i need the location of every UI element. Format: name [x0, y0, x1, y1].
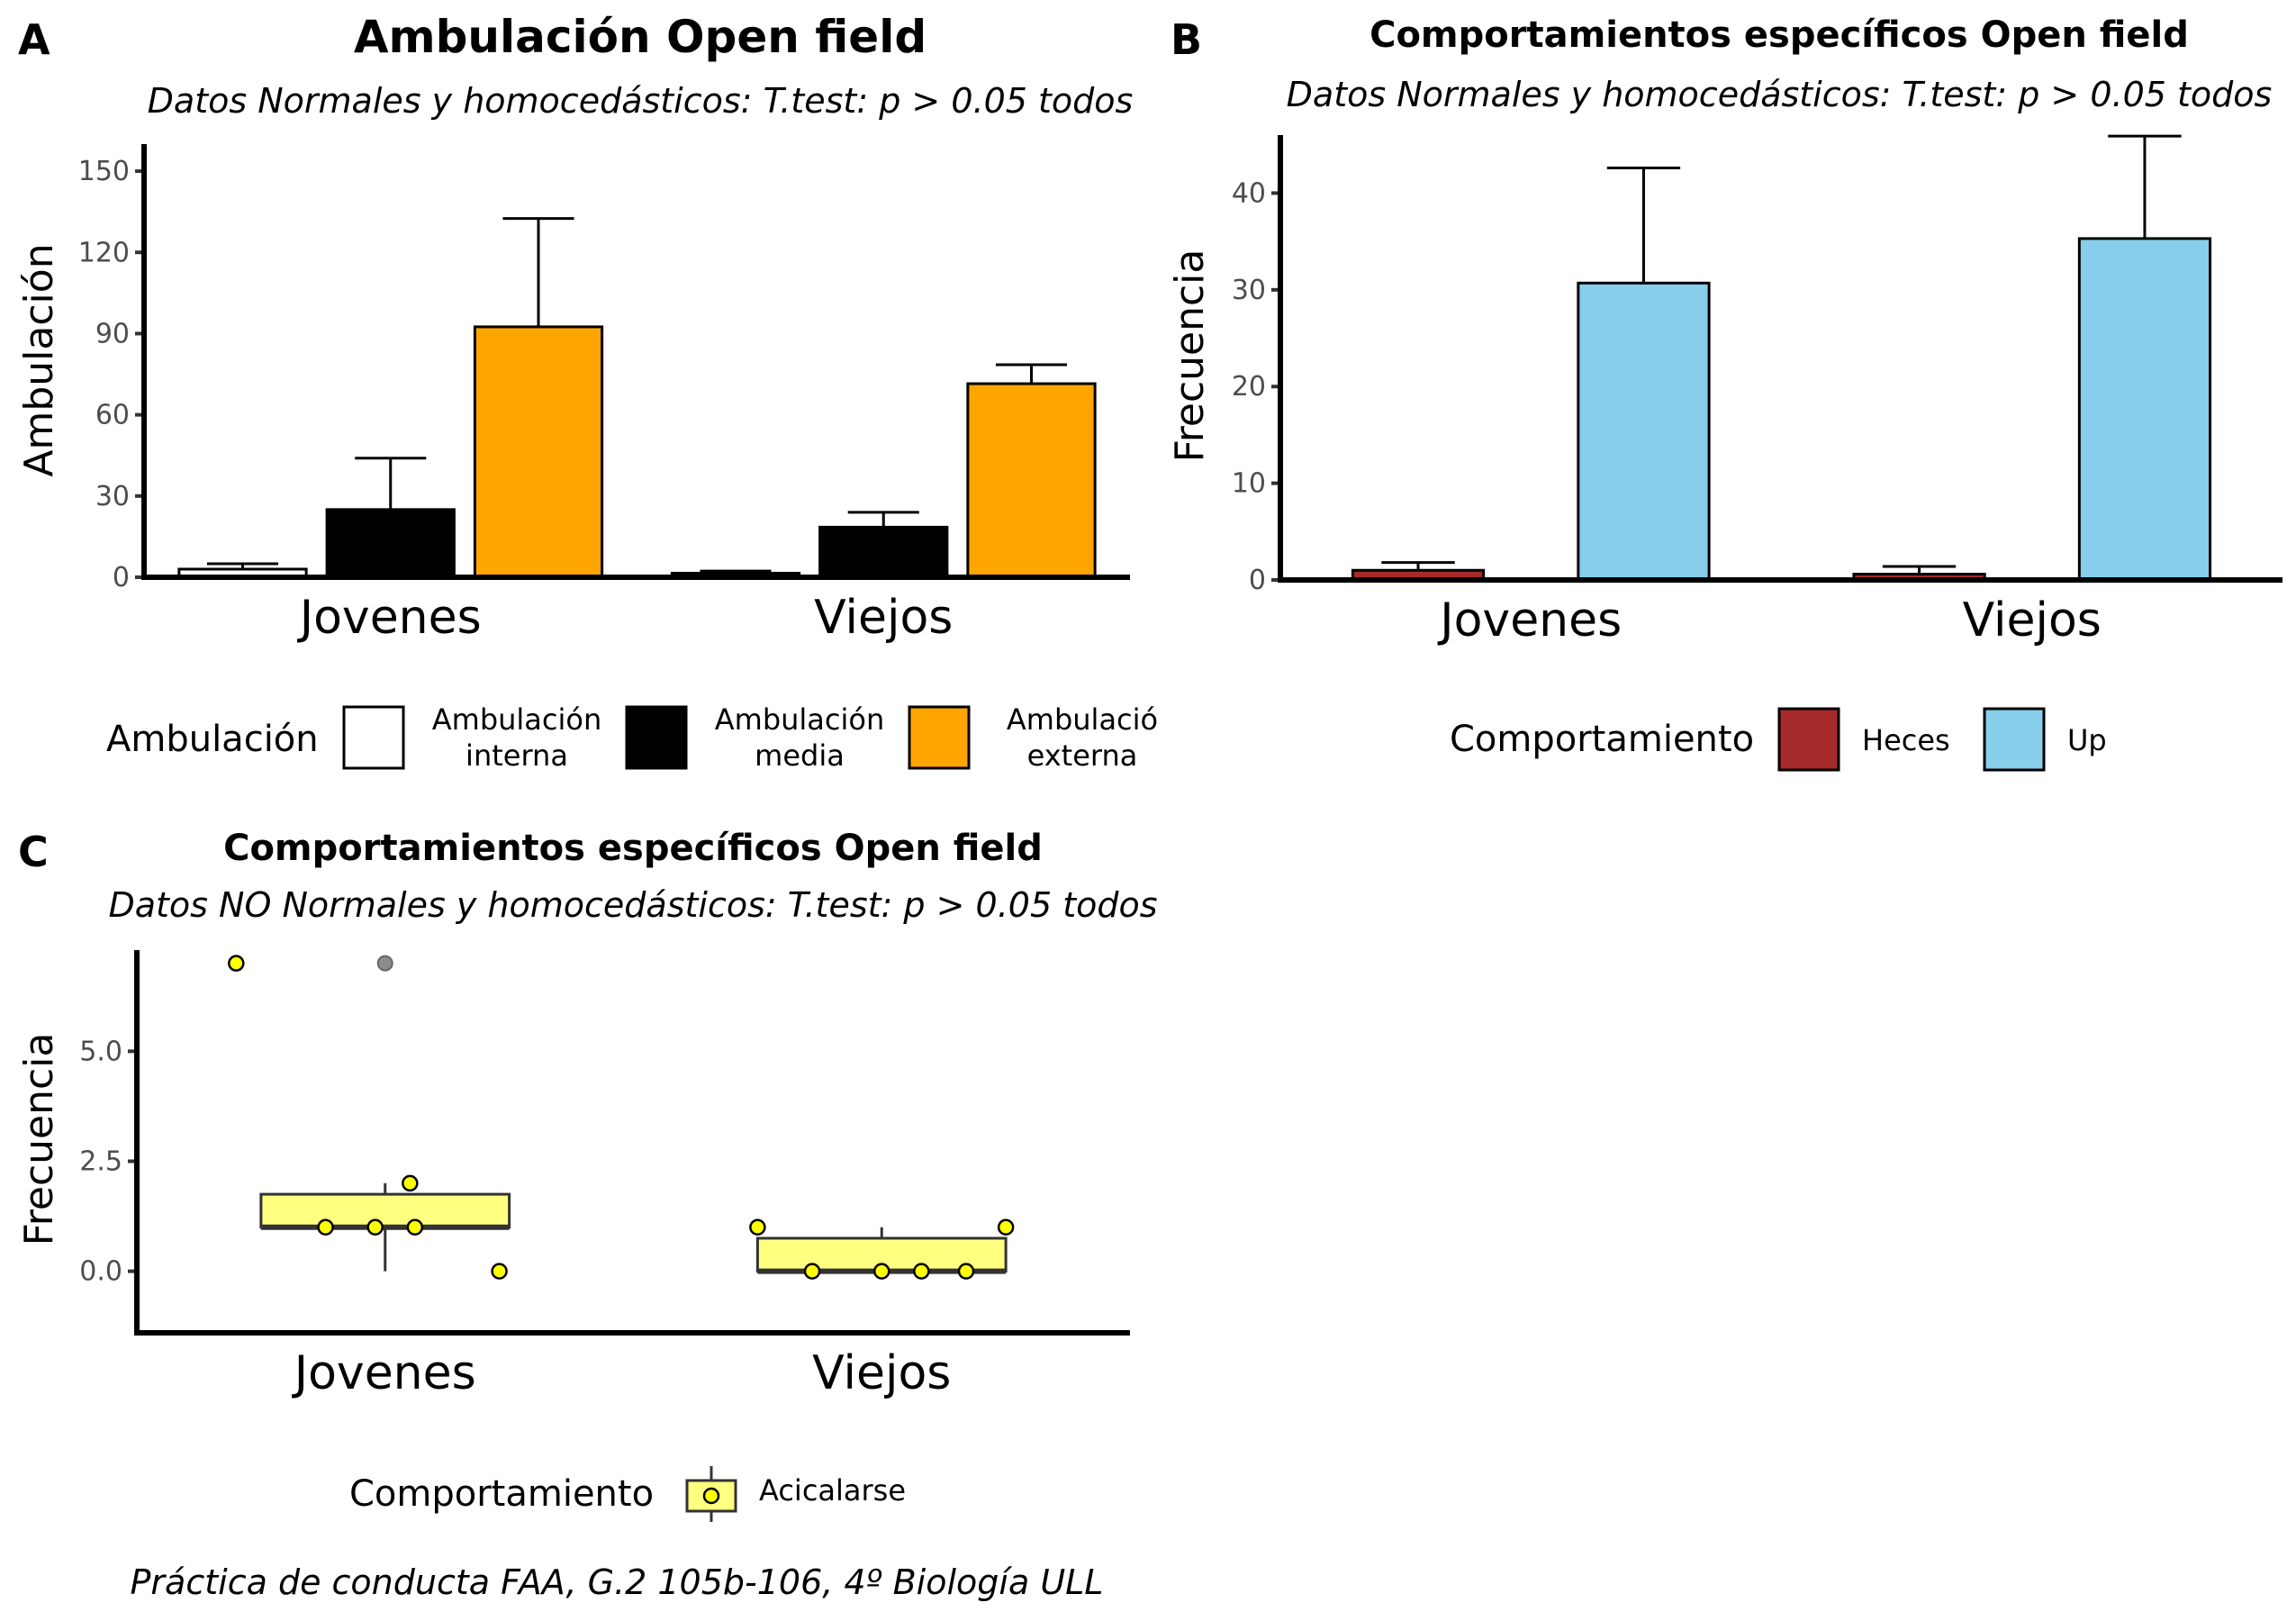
panel-b-ytick-label: 30: [1232, 275, 1266, 306]
panel-b-ytick-label: 40: [1232, 177, 1266, 209]
panel-b-ytick-label: 20: [1232, 371, 1266, 403]
panel-c-point-viejos: [749, 1218, 766, 1236]
panel-b-ylabel: Frecuencia: [1167, 249, 1213, 463]
panel-a-ylabel: Ambulación: [16, 243, 62, 476]
panel-c-legend-title: Comportamiento: [349, 1473, 654, 1515]
panel-c-subtitle: Datos NO Normales y homocedásticos: T.te…: [108, 885, 1157, 925]
panel-c-point-jovenes: [366, 1218, 384, 1236]
panel-b-ytick-label: 0: [1249, 565, 1266, 596]
panel-b-subtitle: Datos Normales y homocedásticos: T.test:…: [1287, 75, 2273, 114]
panel-b-legend-label-up: Up: [2067, 723, 2107, 757]
panel-c-title: Comportamientos específicos Open field: [223, 828, 1043, 869]
panel-a-ytick-label: 60: [95, 400, 130, 431]
panel-c-point-jovenes: [406, 1218, 424, 1236]
panel-b-legend-label-heces: Heces: [1862, 723, 1950, 757]
panel-a-legend-key-ambulacion-externa: [908, 705, 971, 770]
panel-a-title: Ambulación Open field: [354, 11, 927, 63]
panel-b-xtick-label-jovenes: Jovenes: [1437, 593, 1622, 647]
panel-c-ytick-label: 5.0: [79, 1036, 122, 1067]
panel-b-bar-up-viejos: [2077, 237, 2212, 582]
panel-a-ytick-label: 120: [78, 237, 130, 268]
panel-a-xtick-label-jovenes: Jovenes: [297, 591, 482, 645]
panel-a-bar-ambulacion-externa-viejos: [966, 382, 1097, 579]
panel-a-ytick-label: 150: [78, 156, 130, 187]
panel-a-ytick-label: 30: [95, 481, 130, 512]
panel-a-ytick-label: 0: [113, 562, 130, 593]
panel-b-xtick-label-viejos: Viejos: [1963, 593, 2102, 647]
panel-c-point-jovenes: [491, 1263, 508, 1280]
panel-b-bar-up-jovenes: [1577, 281, 1711, 582]
panel-a-legend-label-ambulacion-externa: Ambulació: [1007, 702, 1158, 737]
panel-a-xtick-label-viejos: Viejos: [814, 591, 953, 645]
panel-a-subtitle: Datos Normales y homocedásticos: T.test:…: [148, 81, 1134, 121]
panel-c-box-jovenes: [259, 1192, 511, 1229]
panel-c-point-jovenes: [228, 955, 245, 972]
panel-c-point-viejos: [957, 1263, 975, 1280]
panel-c-legend-label: Acicalarse: [759, 1473, 906, 1508]
panel-c-point-jovenes: [317, 1218, 334, 1236]
panel-a-ytick-label: 90: [95, 318, 130, 349]
panel-letter-a: A: [18, 15, 50, 64]
figure-caption: Práctica de conducta FAA, G.2 105b-106, …: [131, 1562, 1104, 1602]
panel-a-legend-label-ambulacion-externa: externa: [1027, 738, 1138, 773]
panel-a-legend-title: Ambulación: [106, 719, 319, 760]
panel-c-point-viejos: [803, 1263, 821, 1280]
panel-a-legend-key-ambulacion-interna: [342, 705, 405, 770]
panel-b-legend-key-heces: [1777, 707, 1840, 772]
panel-a-legend-key-ambulacion-media: [625, 705, 688, 770]
panel-a-legend-label-ambulacion-interna: Ambulación: [432, 702, 602, 737]
panel-c-ytick-label: 0.0: [79, 1256, 122, 1288]
panel-c-outlier-jovenes: [376, 955, 393, 972]
panel-a-bar-ambulacion-externa-jovenes: [473, 325, 604, 579]
panel-c-point-jovenes: [402, 1174, 419, 1192]
panel-letter-b: B: [1171, 15, 1202, 64]
panel-c-point-viejos: [913, 1263, 930, 1280]
panel-b-title: Comportamientos específicos Open field: [1369, 14, 2189, 56]
panel-a-legend-label-ambulacion-interna: interna: [466, 738, 568, 773]
panel-c-point-viejos: [873, 1263, 890, 1280]
panel-c-point-viejos: [997, 1218, 1015, 1236]
panel-c-ytick-label: 2.5: [79, 1146, 122, 1177]
panel-a-legend-label-ambulacion-media: Ambulación: [715, 702, 885, 737]
panel-a-bar-ambulacion-media-viejos: [818, 525, 949, 579]
panel-b-legend-key-up: [1983, 707, 2046, 772]
panel-c-ylabel: Frecuencia: [16, 1033, 62, 1246]
panel-letter-c: C: [18, 828, 49, 876]
panel-b-ytick-label: 10: [1232, 468, 1266, 500]
panel-a-bar-ambulacion-media-jovenes: [325, 508, 456, 579]
panel-a-legend-label-ambulacion-media: media: [755, 738, 845, 773]
panel-c-legend-key-point: [702, 1487, 720, 1505]
panel-c-xtick-label-viejos: Viejos: [812, 1346, 951, 1400]
panel-c-xtick-label-jovenes: Jovenes: [292, 1346, 476, 1400]
panel-b-legend-title: Comportamiento: [1450, 719, 1754, 760]
